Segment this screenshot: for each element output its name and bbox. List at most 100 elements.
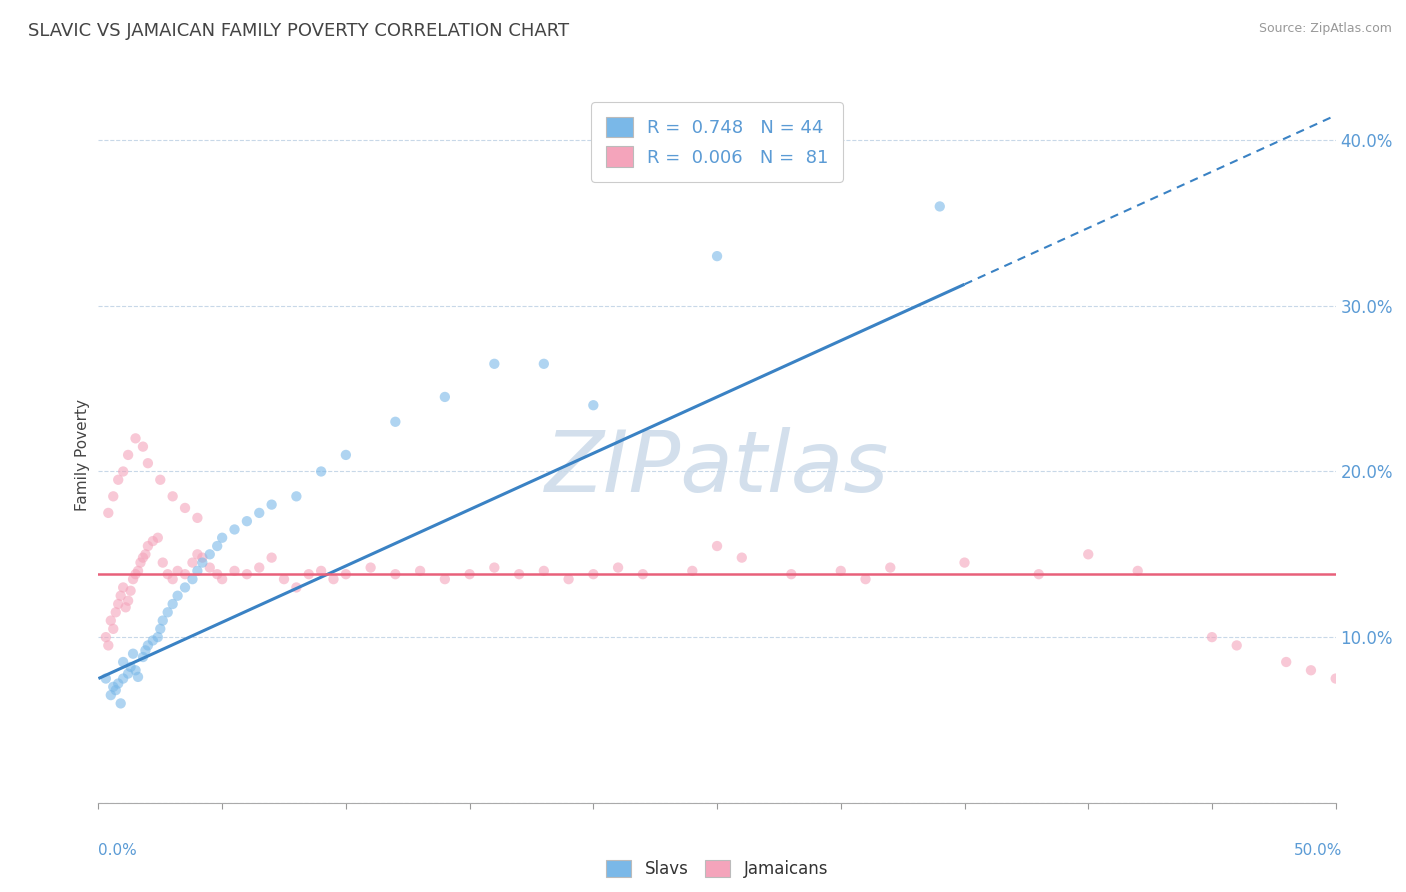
Point bbox=[681, 564, 703, 578]
Point bbox=[103, 622, 125, 636]
Point bbox=[181, 572, 204, 586]
Point bbox=[1324, 672, 1347, 686]
Point bbox=[127, 670, 149, 684]
Point bbox=[384, 415, 406, 429]
Point bbox=[112, 581, 135, 595]
Point bbox=[191, 550, 214, 565]
Point bbox=[97, 506, 120, 520]
Point bbox=[928, 199, 950, 213]
Point bbox=[174, 500, 197, 515]
Point bbox=[260, 498, 283, 512]
Point bbox=[136, 539, 159, 553]
Point bbox=[117, 666, 139, 681]
Point bbox=[309, 465, 332, 479]
Text: SLAVIC VS JAMAICAN FAMILY POVERTY CORRELATION CHART: SLAVIC VS JAMAICAN FAMILY POVERTY CORREL… bbox=[28, 22, 569, 40]
Point bbox=[94, 672, 117, 686]
Point bbox=[247, 506, 270, 520]
Point bbox=[1201, 630, 1223, 644]
Point bbox=[322, 572, 344, 586]
Point bbox=[122, 572, 145, 586]
Point bbox=[120, 660, 142, 674]
Point bbox=[879, 560, 901, 574]
Point bbox=[156, 567, 179, 582]
Point bbox=[830, 564, 852, 578]
Point bbox=[166, 564, 188, 578]
Point bbox=[706, 249, 728, 263]
Point bbox=[557, 572, 579, 586]
Point bbox=[146, 531, 169, 545]
Point bbox=[1299, 663, 1322, 677]
Point bbox=[110, 697, 132, 711]
Point bbox=[360, 560, 382, 574]
Point bbox=[533, 564, 555, 578]
Point bbox=[285, 489, 308, 503]
Point bbox=[211, 531, 233, 545]
Point bbox=[186, 547, 208, 561]
Point bbox=[132, 550, 155, 565]
Point bbox=[127, 564, 149, 578]
Point bbox=[224, 523, 246, 537]
Point bbox=[384, 567, 406, 582]
Point bbox=[335, 448, 357, 462]
Point bbox=[152, 556, 174, 570]
Point bbox=[104, 683, 127, 698]
Point bbox=[1028, 567, 1050, 582]
Point bbox=[94, 630, 117, 644]
Point bbox=[129, 556, 152, 570]
Point bbox=[582, 567, 605, 582]
Point bbox=[162, 597, 184, 611]
Point bbox=[107, 676, 129, 690]
Point bbox=[484, 560, 506, 574]
Point bbox=[508, 567, 530, 582]
Point bbox=[1226, 639, 1249, 653]
Point bbox=[124, 431, 146, 445]
Point bbox=[174, 567, 197, 582]
Point bbox=[174, 581, 197, 595]
Point bbox=[107, 597, 129, 611]
Point bbox=[260, 550, 283, 565]
Point bbox=[582, 398, 605, 412]
Text: Source: ZipAtlas.com: Source: ZipAtlas.com bbox=[1258, 22, 1392, 36]
Point bbox=[142, 534, 165, 549]
Point bbox=[136, 456, 159, 470]
Point bbox=[104, 605, 127, 619]
Point bbox=[152, 614, 174, 628]
Point bbox=[146, 630, 169, 644]
Point bbox=[433, 390, 456, 404]
Point bbox=[1077, 547, 1099, 561]
Point bbox=[731, 550, 754, 565]
Point bbox=[285, 581, 308, 595]
Point bbox=[533, 357, 555, 371]
Text: 0.0%: 0.0% bbox=[98, 843, 138, 858]
Point bbox=[103, 489, 125, 503]
Point bbox=[149, 622, 172, 636]
Point bbox=[953, 556, 976, 570]
Point bbox=[134, 547, 156, 561]
Point bbox=[211, 572, 233, 586]
Point bbox=[631, 567, 654, 582]
Point bbox=[191, 556, 214, 570]
Y-axis label: Family Poverty: Family Poverty bbox=[75, 399, 90, 511]
Point bbox=[181, 556, 204, 570]
Point bbox=[112, 672, 135, 686]
Point bbox=[236, 567, 259, 582]
Point bbox=[97, 639, 120, 653]
Point bbox=[433, 572, 456, 586]
Point bbox=[1126, 564, 1149, 578]
Point bbox=[458, 567, 481, 582]
Legend: Slavs, Jamaicans: Slavs, Jamaicans bbox=[599, 854, 835, 885]
Point bbox=[100, 688, 122, 702]
Point bbox=[112, 465, 135, 479]
Point bbox=[309, 564, 332, 578]
Point bbox=[166, 589, 188, 603]
Point bbox=[132, 440, 155, 454]
Point bbox=[117, 448, 139, 462]
Point bbox=[142, 633, 165, 648]
Point bbox=[110, 589, 132, 603]
Point bbox=[247, 560, 270, 574]
Point bbox=[335, 567, 357, 582]
Point bbox=[124, 663, 146, 677]
Point bbox=[273, 572, 295, 586]
Point bbox=[100, 614, 122, 628]
Point bbox=[706, 539, 728, 553]
